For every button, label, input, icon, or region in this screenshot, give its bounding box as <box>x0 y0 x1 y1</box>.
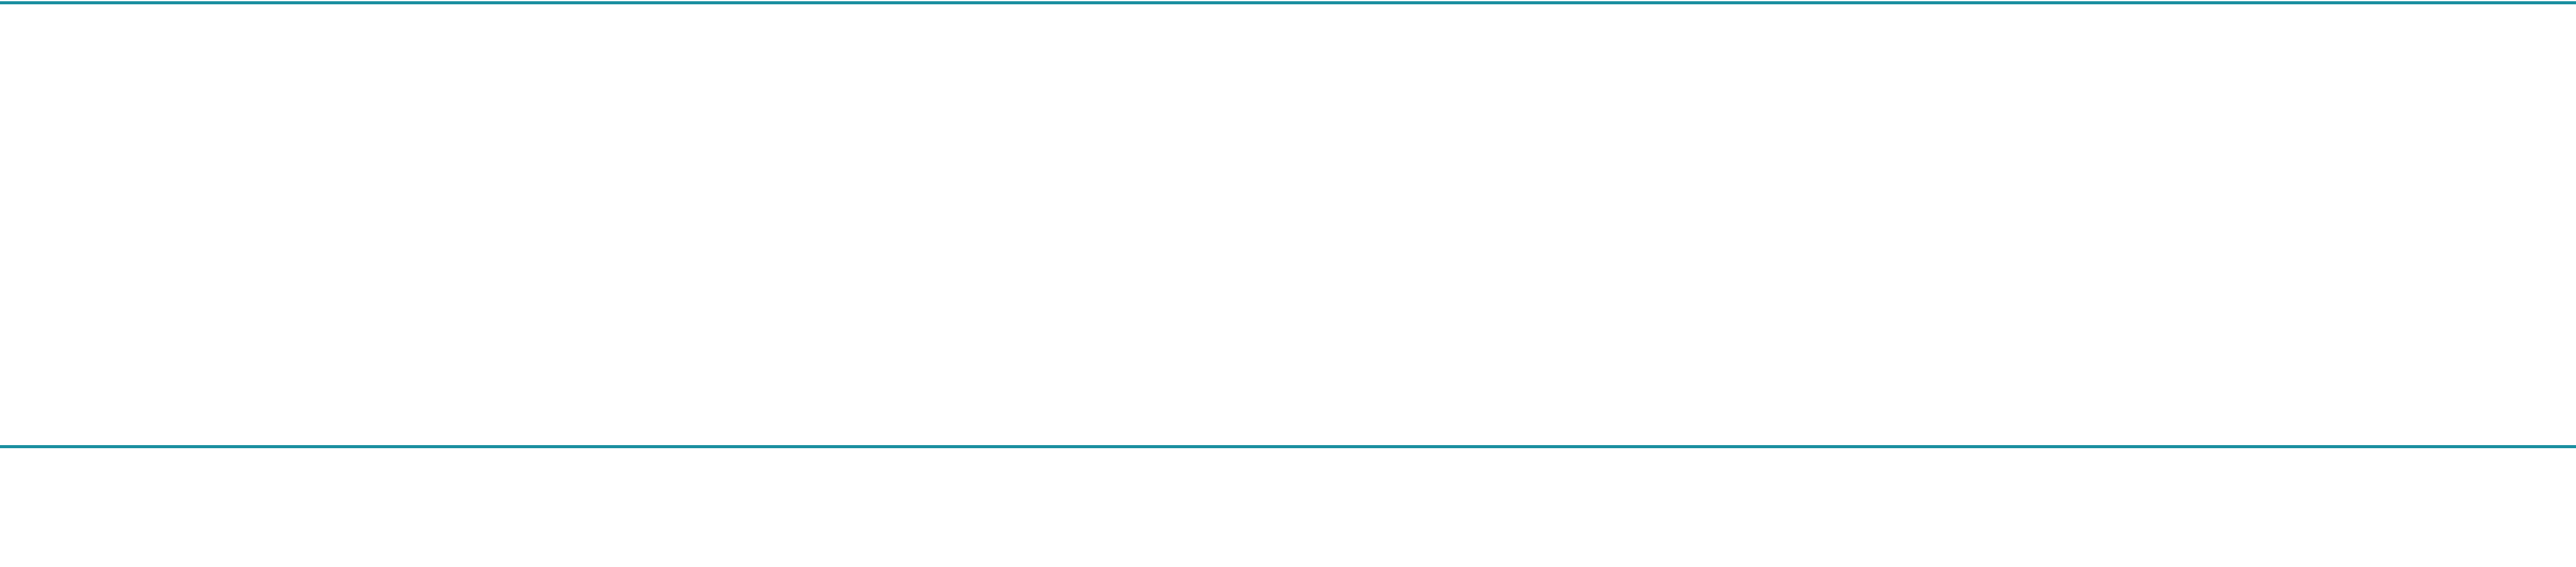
correlation-value: 0.09 <box>2416 307 2489 348</box>
correlation-value: 0.03 <box>1473 381 1546 422</box>
correlation-value: -0.14 <box>2093 159 2178 200</box>
header-period: From 30/06/2020 to 30/07/2024 <box>261 12 780 54</box>
column-header: DBR 10Y <box>1124 12 1279 54</box>
correlation-value: 0.71 <box>1165 234 1238 275</box>
column-header: €STR <box>2405 12 2500 54</box>
row-label: DBR 2Y <box>667 234 801 275</box>
column-header: € Credit IG <box>2046 12 2225 54</box>
correlation-value: 0.03 <box>2416 159 2489 200</box>
correlation-value: -0.18 <box>1159 307 1244 348</box>
column-header: DBR 5Y <box>1442 12 1577 54</box>
correlation-value: 0.85 <box>1473 87 1546 129</box>
row-label: DBR 10Y <box>646 87 801 129</box>
correlation-value: -0.05 <box>2410 87 2495 129</box>
correlation-value: -0.18 <box>2093 87 2178 129</box>
correlation-value: -0.05 <box>1159 381 1244 422</box>
correlation-value: 0.02 <box>1761 381 1834 422</box>
correlation-value: 0.02 <box>2416 234 2489 275</box>
correlation-value: 0.92 <box>1761 159 1834 200</box>
correlation-value: -0.14 <box>1467 307 1552 348</box>
correlation-value: 0.09 <box>2099 381 2172 422</box>
correlation-value: 0.92 <box>1473 234 1546 275</box>
correlation-value: 0.85 <box>1165 159 1238 200</box>
row-label: DBR 5Y <box>667 159 801 200</box>
bottom-rule <box>0 445 2576 448</box>
correlation-value: -0.08 <box>1755 307 1840 348</box>
row-label: €STR <box>706 381 801 422</box>
row-label: € Credit IG <box>622 307 801 348</box>
top-rule <box>0 1 2576 4</box>
column-header: DBR 2Y <box>1730 12 1864 54</box>
correlation-value: 0.71 <box>1761 87 1834 129</box>
correlation-value: -0.08 <box>2093 234 2178 275</box>
